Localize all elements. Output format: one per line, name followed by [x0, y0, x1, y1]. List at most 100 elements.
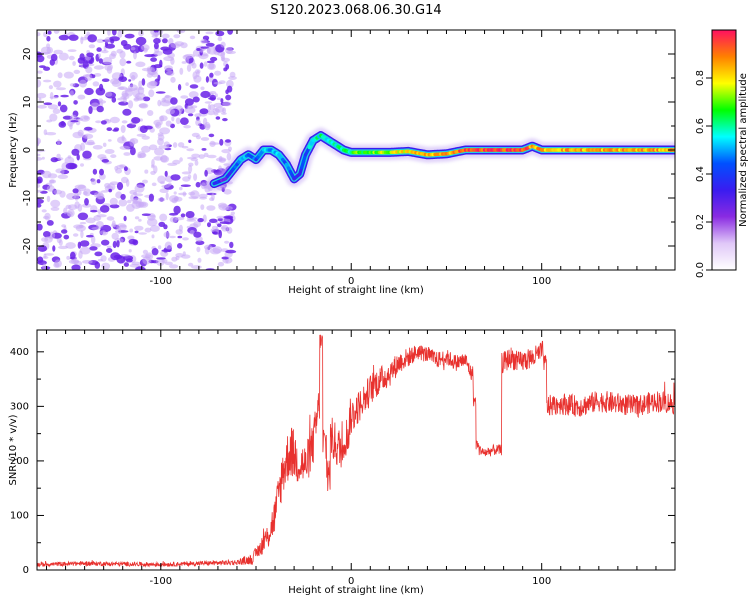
snr-x-tick-label: -100: [149, 576, 172, 587]
noise-blob: [84, 141, 96, 146]
noise-blob: [146, 72, 153, 78]
noise-blob: [118, 86, 125, 91]
noise-blob: [94, 251, 103, 257]
noise-blob: [49, 113, 58, 122]
noise-blob: [111, 96, 117, 103]
noise-blob: [85, 66, 93, 74]
noise-blob: [169, 264, 179, 269]
noise-blob: [186, 219, 197, 222]
noise-blob: [126, 179, 130, 187]
noise-blob: [160, 181, 165, 185]
noise-blob: [183, 125, 191, 129]
noise-blob: [128, 249, 132, 253]
noise-blob: [37, 70, 43, 74]
noise-blob: [95, 87, 106, 96]
noise-blob: [37, 32, 41, 37]
noise-blob: [123, 262, 129, 267]
noise-blob: [70, 120, 79, 123]
noise-blob: [120, 254, 129, 257]
noise-blob: [226, 79, 234, 89]
noise-blob: [157, 99, 162, 107]
noise-blob: [79, 115, 91, 122]
noise-blob: [207, 154, 217, 159]
noise-blob: [111, 223, 117, 228]
noise-blob: [173, 34, 181, 39]
noise-blob: [112, 240, 117, 249]
noise-blob: [44, 236, 53, 243]
colorbar-tick-label: 0.4: [695, 166, 706, 182]
noise-blob: [164, 241, 173, 250]
noise-blob: [135, 36, 147, 46]
noise-blob: [177, 84, 182, 91]
noise-blob: [165, 120, 172, 127]
noise-blob: [217, 261, 225, 267]
noise-blob: [37, 92, 47, 99]
noise-blob: [54, 259, 62, 268]
noise-blob: [153, 165, 158, 174]
noise-blob: [120, 125, 126, 133]
noise-blob: [225, 249, 237, 254]
noise-blob: [101, 159, 110, 163]
noise-blob: [119, 224, 127, 228]
noise-blob: [157, 245, 162, 250]
spectrogram-x-tick-label: 0: [348, 276, 354, 287]
noise-blob: [200, 46, 210, 49]
spectrogram-y-tick-label: -20: [22, 238, 33, 254]
noise-blob: [135, 266, 146, 270]
noise-blob: [98, 98, 103, 102]
noise-blob: [200, 204, 205, 210]
noise-blob: [170, 97, 178, 105]
noise-blob: [151, 234, 155, 239]
noise-blob: [188, 139, 192, 143]
noise-blob: [195, 181, 201, 188]
noise-blob: [48, 179, 57, 184]
noise-blob: [131, 75, 136, 81]
noise-blob: [47, 173, 58, 179]
noise-blob: [42, 263, 47, 270]
noise-blob: [139, 202, 147, 207]
noise-blob: [160, 155, 170, 163]
noise-blob: [164, 261, 173, 266]
noise-blob: [79, 240, 90, 247]
noise-blob: [106, 127, 113, 131]
noise-blob: [200, 39, 208, 44]
noise-blob: [91, 227, 101, 230]
noise-blob: [50, 199, 61, 208]
noise-blob: [173, 191, 177, 195]
noise-blob: [182, 54, 191, 60]
noise-blob: [74, 184, 86, 189]
noise-blob: [110, 50, 117, 57]
noise-blob: [187, 113, 194, 117]
noise-blob: [177, 142, 185, 148]
noise-blob: [123, 166, 128, 172]
noise-blob: [187, 174, 192, 180]
noise-blob: [149, 144, 158, 151]
noise-blob: [46, 220, 54, 226]
noise-blob: [130, 194, 135, 202]
noise-blob: [157, 74, 161, 82]
noise-blob: [37, 55, 45, 63]
noise-blob: [66, 255, 71, 260]
snr-series-line: [37, 334, 675, 568]
noise-blob: [60, 94, 69, 98]
noise-blob: [53, 30, 60, 34]
noise-blob: [221, 112, 227, 115]
noise-blob: [192, 96, 200, 103]
noise-blob: [96, 214, 107, 218]
noise-blob: [200, 90, 211, 99]
noise-blob: [47, 104, 59, 110]
colorbar-frame: [711, 29, 737, 271]
noise-blob: [110, 154, 117, 159]
noise-blob: [87, 63, 95, 67]
noise-blob: [186, 148, 194, 152]
noise-blob: [57, 139, 61, 146]
noise-blob: [175, 117, 181, 125]
noise-blob: [199, 108, 209, 115]
noise-blob: [46, 185, 55, 192]
noise-blob: [225, 94, 232, 101]
noise-blob: [179, 67, 184, 75]
noise-blob: [189, 84, 199, 89]
noise-blob: [77, 94, 86, 100]
noise-blob: [88, 44, 96, 49]
